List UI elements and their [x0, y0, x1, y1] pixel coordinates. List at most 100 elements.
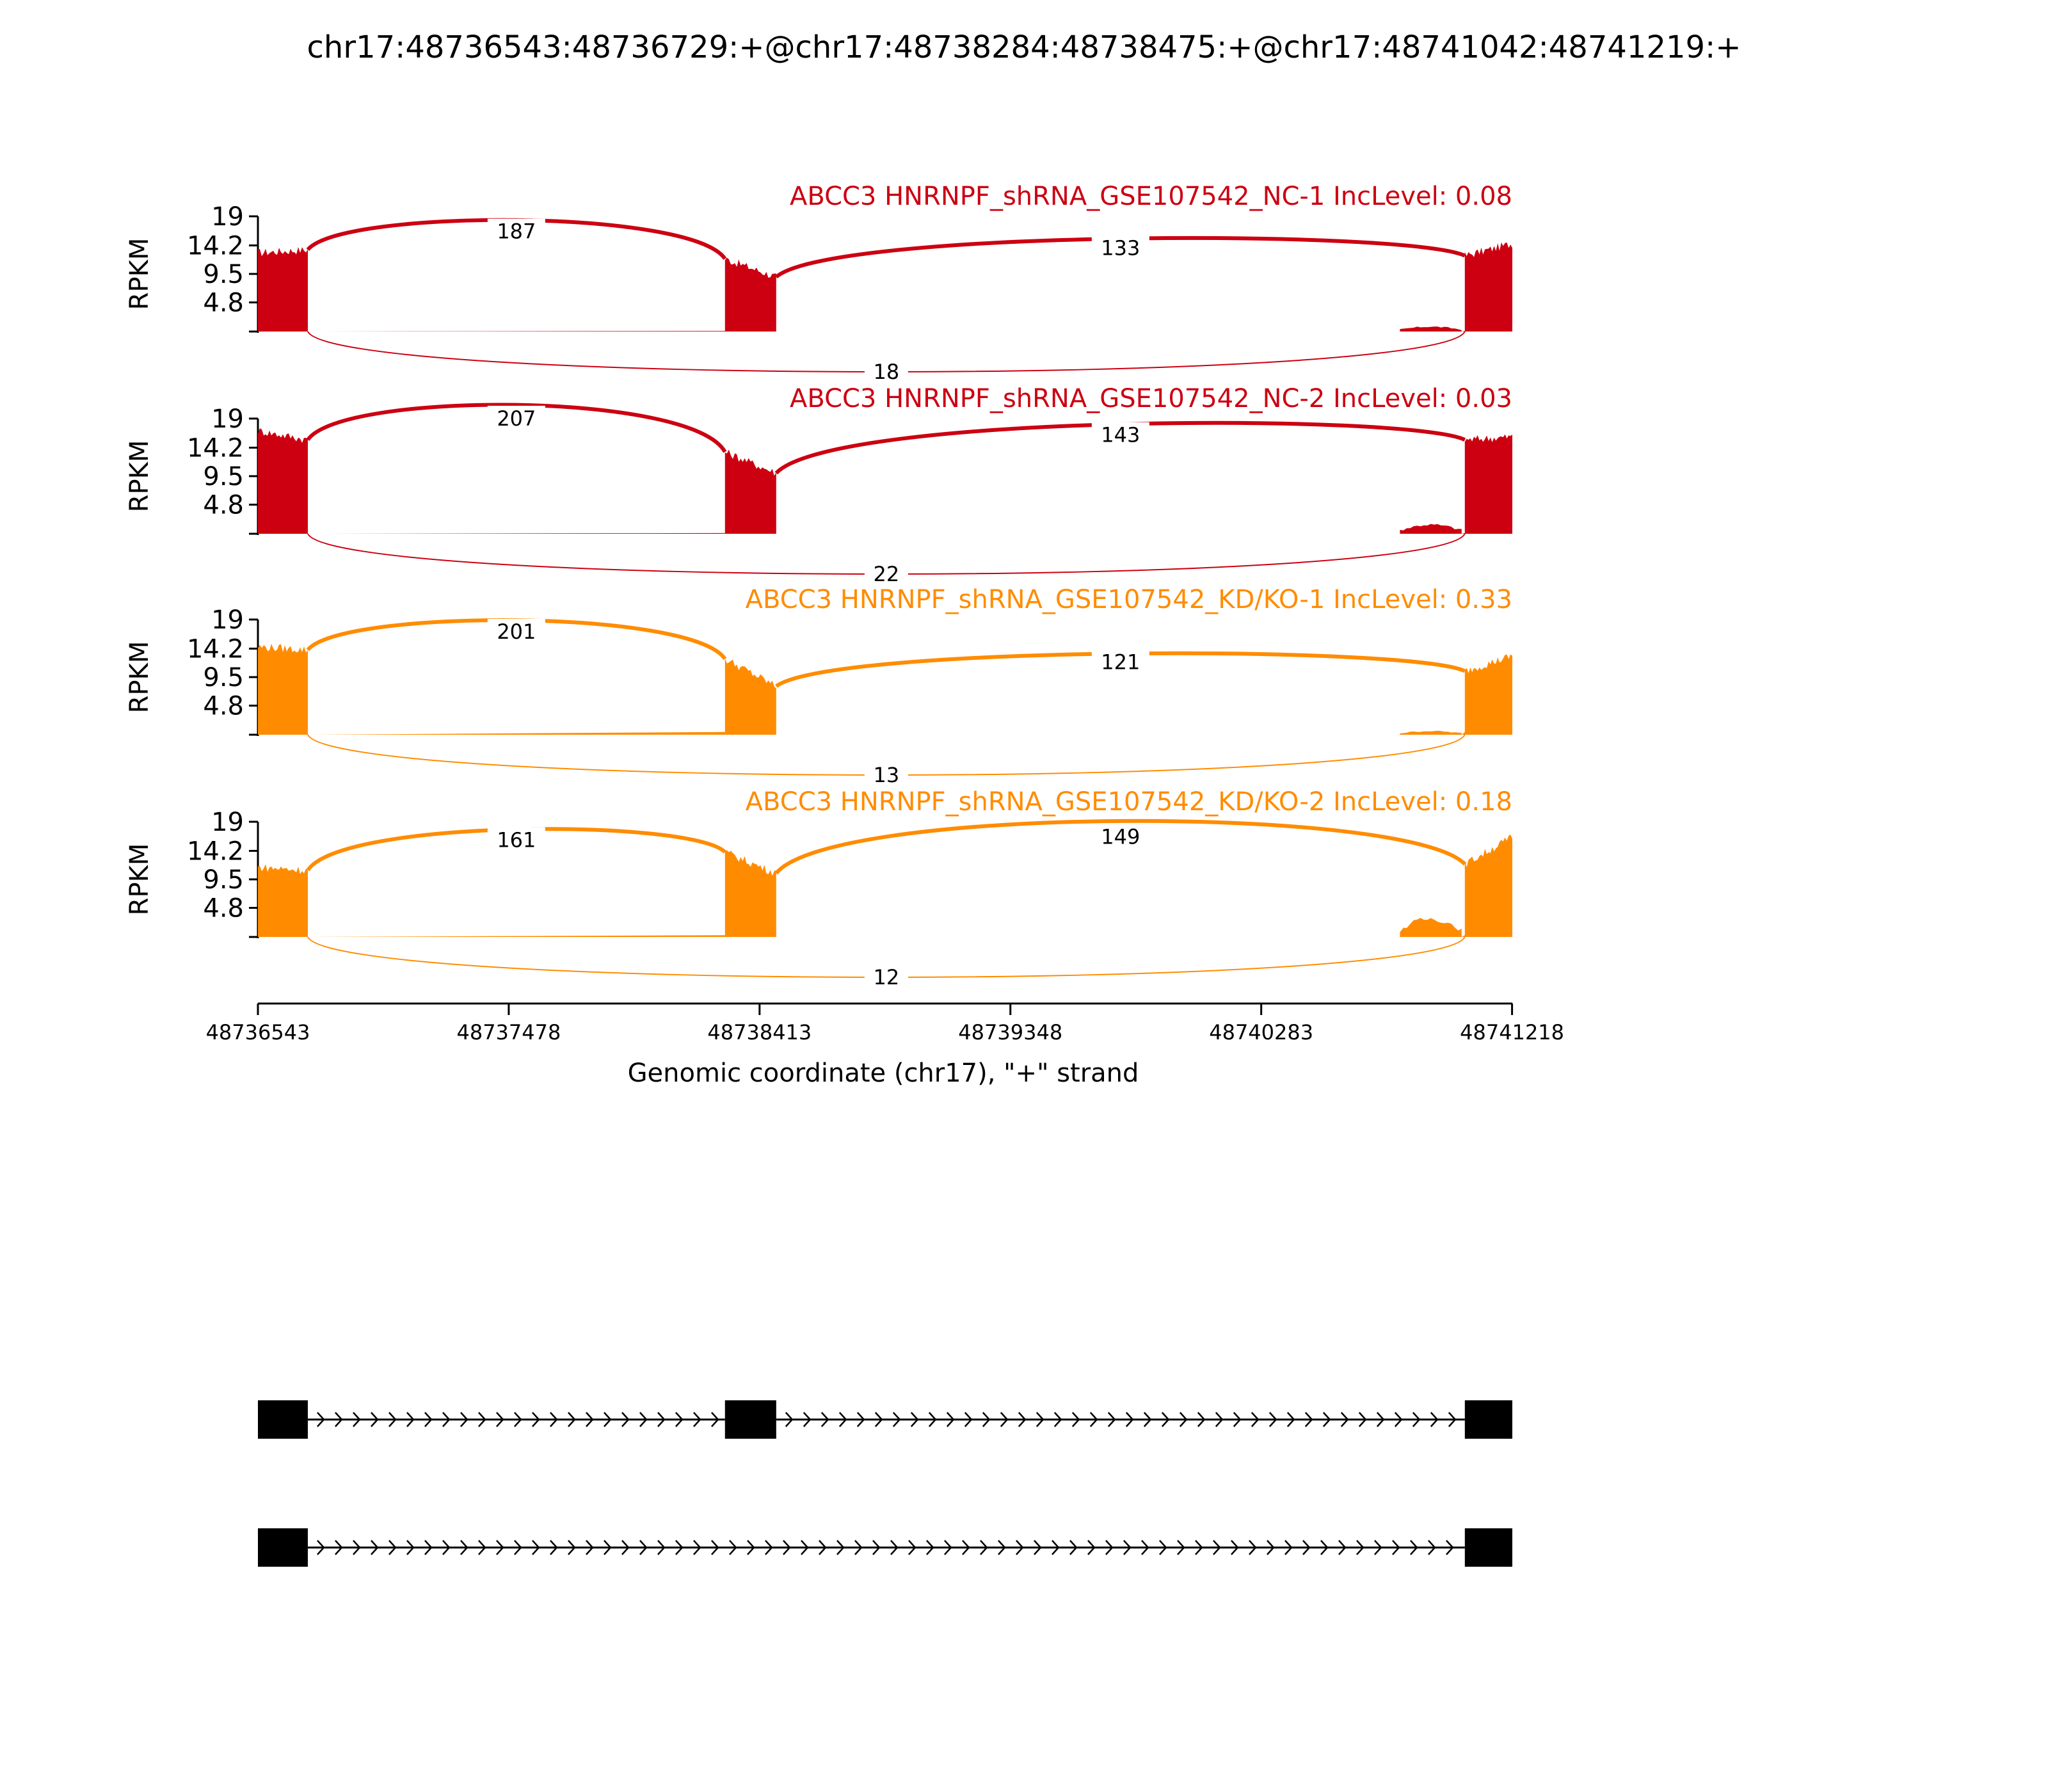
- figure-title: chr17:48736543:48736729:+@chr17:48738284…: [307, 29, 1741, 65]
- junction-count-bg: [864, 964, 908, 990]
- strand-arrow: [783, 1540, 791, 1555]
- strand-arrow: [928, 1412, 937, 1427]
- strand-arrow: [1374, 1540, 1382, 1555]
- strand-arrow: [1069, 1540, 1078, 1555]
- junction-count: 133: [1101, 236, 1140, 260]
- strand-arrow: [1159, 1540, 1167, 1555]
- strand-arrow: [1320, 1540, 1329, 1555]
- y-tick-label: 19: [211, 808, 244, 837]
- junction-count: 22: [874, 562, 900, 586]
- strand-arrow: [371, 1540, 379, 1555]
- y-tick-label: 19: [211, 404, 244, 434]
- y-tick-label: 9.5: [203, 865, 244, 895]
- strand-arrow: [335, 1412, 343, 1427]
- strand-arrow: [353, 1412, 361, 1427]
- strand-arrow: [856, 1412, 865, 1427]
- junction-count: 143: [1101, 423, 1140, 447]
- y-tick-label: 9.5: [203, 260, 244, 289]
- x-tick-label: 48740283: [1209, 1020, 1313, 1044]
- exon-block: [724, 1400, 776, 1439]
- strand-arrow: [1446, 1540, 1454, 1555]
- strand-arrow: [1268, 1412, 1277, 1427]
- strand-arrow: [820, 1412, 829, 1427]
- y-tick-label: 4.8: [203, 491, 244, 520]
- series-label: ABCC3 HNRNPF_shRNA_GSE107542_NC-2 IncLev…: [790, 384, 1512, 413]
- strand-arrow: [765, 1540, 773, 1555]
- strand-arrow: [460, 1540, 468, 1555]
- strand-arrow: [1376, 1412, 1385, 1427]
- strand-arrow: [478, 1540, 486, 1555]
- strand-arrow: [1304, 1412, 1313, 1427]
- strand-arrow: [962, 1540, 970, 1555]
- strand-arrow: [1071, 1412, 1080, 1427]
- strand-arrow: [353, 1540, 361, 1555]
- strand-arrow: [604, 1412, 612, 1427]
- strand-arrow: [442, 1412, 451, 1427]
- strand-arrow: [532, 1540, 540, 1555]
- isoform-models: [258, 1400, 1512, 1567]
- junction-count: 13: [874, 763, 900, 787]
- y-axis-label: RPKM: [125, 440, 154, 513]
- strand-arrow: [1052, 1540, 1060, 1555]
- y-axis-label: RPKM: [125, 641, 154, 714]
- strand-arrow: [496, 1412, 504, 1427]
- junction-count-bg: [864, 762, 908, 788]
- strand-arrow: [1000, 1412, 1009, 1427]
- strand-arrow: [1233, 1412, 1242, 1427]
- junction-count: 12: [874, 965, 900, 989]
- strand-arrow: [1356, 1540, 1364, 1555]
- strand-arrow: [998, 1540, 1006, 1555]
- strand-arrow: [1143, 1412, 1152, 1427]
- strand-arrow: [1087, 1540, 1096, 1555]
- junction-count-bg: [1091, 235, 1149, 261]
- x-tick-label: 48736543: [206, 1020, 310, 1044]
- x-tick-label: 48738413: [707, 1020, 812, 1044]
- junction-count-bg: [864, 359, 908, 385]
- strand-arrow: [872, 1540, 881, 1555]
- strand-arrow: [1197, 1412, 1206, 1427]
- y-tick-label: 4.8: [203, 692, 244, 721]
- strand-arrow: [388, 1540, 397, 1555]
- strand-arrow: [550, 1412, 558, 1427]
- y-tick-label: 4.8: [203, 894, 244, 924]
- strand-arrow: [1036, 1412, 1044, 1427]
- strand-arrow: [514, 1540, 522, 1555]
- strand-arrow: [964, 1412, 973, 1427]
- y-tick-label: 14.2: [187, 433, 244, 463]
- junction-count-bg: [487, 618, 545, 644]
- y-tick-label: 14.2: [187, 231, 244, 260]
- junction-arc: [306, 403, 727, 453]
- junction-count-bg: [1091, 649, 1149, 675]
- exon-block: [258, 1528, 308, 1567]
- strand-arrow: [1412, 1412, 1421, 1427]
- x-tick-label: 48739348: [958, 1020, 1062, 1044]
- junction-count-bg: [1091, 422, 1149, 448]
- strand-arrow: [1179, 1412, 1188, 1427]
- y-tick-label: 9.5: [203, 462, 244, 492]
- junction-count: 121: [1101, 650, 1140, 674]
- strand-arrow: [836, 1540, 845, 1555]
- y-tick-label: 14.2: [187, 634, 244, 664]
- strand-arrow: [568, 1540, 576, 1555]
- strand-arrow: [1428, 1540, 1436, 1555]
- strand-arrow: [657, 1540, 666, 1555]
- coverage-area: [258, 834, 1512, 937]
- strand-arrow: [874, 1412, 883, 1427]
- strand-arrow: [639, 1540, 648, 1555]
- x-tick-label: 48741218: [1460, 1020, 1564, 1044]
- strand-arrow: [1125, 1412, 1134, 1427]
- strand-arrow: [1286, 1412, 1295, 1427]
- strand-arrow: [424, 1540, 433, 1555]
- y-tick-label: 14.2: [187, 836, 244, 866]
- strand-arrow: [1358, 1412, 1367, 1427]
- strand-arrow: [785, 1412, 794, 1427]
- series-label: ABCC3 HNRNPF_shRNA_GSE107542_KD/KO-1 Inc…: [746, 585, 1512, 614]
- y-tick-label: 19: [211, 202, 244, 232]
- strand-arrow: [586, 1412, 594, 1427]
- strand-arrow: [1284, 1540, 1293, 1555]
- series-label: ABCC3 HNRNPF_shRNA_GSE107542_KD/KO-2 Inc…: [746, 787, 1512, 817]
- strand-arrow: [1016, 1540, 1024, 1555]
